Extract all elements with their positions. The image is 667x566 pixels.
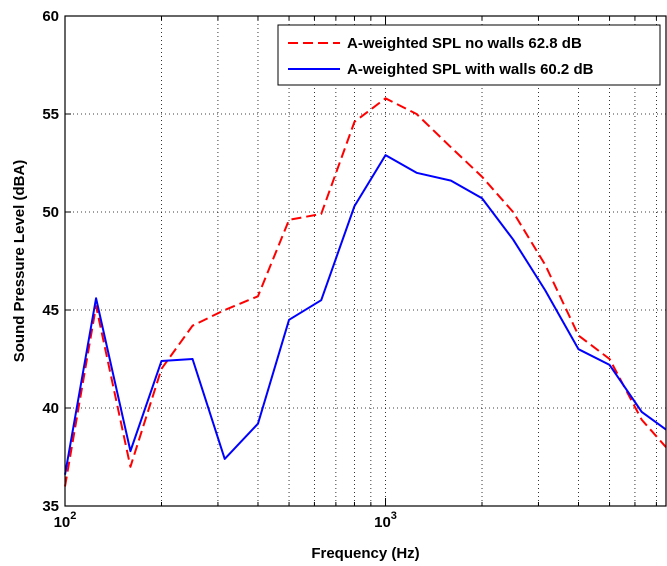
plot-frame: [64, 15, 667, 507]
y-axis-label: Sound Pressure Level (dBA): [11, 160, 28, 363]
y-tick-label: 55: [42, 106, 59, 123]
y-tick-label: 45: [42, 302, 59, 319]
legend-entry-2: A-weighted SPL with walls 60.2 dB: [347, 61, 594, 78]
legend-entry-1: A-weighted SPL no walls 62.8 dB: [347, 35, 582, 52]
axis-ticks: 35 40 45 50 55 60 102 103: [42, 8, 657, 531]
legend: A-weighted SPL no walls 62.8 dB A-weighte…: [277, 24, 661, 86]
y-tick-label: 35: [42, 498, 59, 515]
x-tick-label: 102: [54, 510, 77, 531]
grid-lines: [65, 16, 666, 506]
series-line-1: [64, 97, 667, 487]
x-tick-label: 103: [374, 510, 397, 531]
y-tick-label: 60: [42, 8, 59, 25]
legend-box: [277, 24, 661, 86]
series-line-2: [64, 154, 667, 475]
y-tick-label: 50: [42, 204, 59, 221]
plot-series: [64, 97, 667, 487]
y-tick-label: 40: [42, 400, 59, 417]
x-axis-label: Frequency (Hz): [311, 545, 419, 562]
